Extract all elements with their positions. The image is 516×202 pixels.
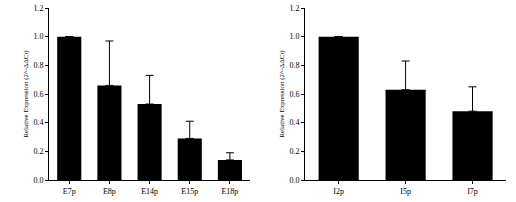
svg-text:E15p: E15p: [181, 187, 198, 196]
svg-text:I5p: I5p: [400, 187, 411, 196]
svg-text:0.2: 0.2: [34, 147, 44, 156]
svg-text:0.4: 0.4: [34, 118, 44, 127]
svg-text:0.0: 0.0: [290, 176, 300, 185]
svg-text:E8p: E8p: [103, 187, 116, 196]
svg-text:0.2: 0.2: [290, 147, 300, 156]
svg-text:1.2: 1.2: [34, 4, 44, 13]
svg-text:E14p: E14p: [141, 187, 158, 196]
svg-text:I7p: I7p: [467, 187, 478, 196]
svg-text:E7p: E7p: [63, 187, 76, 196]
svg-text:0.6: 0.6: [34, 90, 44, 99]
svg-text:Relative Expression (2^-ΔΔCt): Relative Expression (2^-ΔΔCt): [22, 50, 30, 138]
svg-text:Relative Expression (2^-ΔΔCt): Relative Expression (2^-ΔΔCt): [278, 50, 286, 138]
svg-text:0.8: 0.8: [34, 61, 44, 70]
svg-text:E18p: E18p: [221, 187, 238, 196]
svg-text:1.0: 1.0: [290, 32, 300, 41]
svg-text:1.0: 1.0: [34, 32, 44, 41]
svg-text:0.0: 0.0: [34, 176, 44, 185]
svg-text:1.2: 1.2: [290, 4, 300, 13]
svg-text:I2p: I2p: [333, 187, 344, 196]
svg-text:0.4: 0.4: [290, 118, 300, 127]
svg-text:0.6: 0.6: [290, 90, 300, 99]
svg-text:0.8: 0.8: [290, 61, 300, 70]
